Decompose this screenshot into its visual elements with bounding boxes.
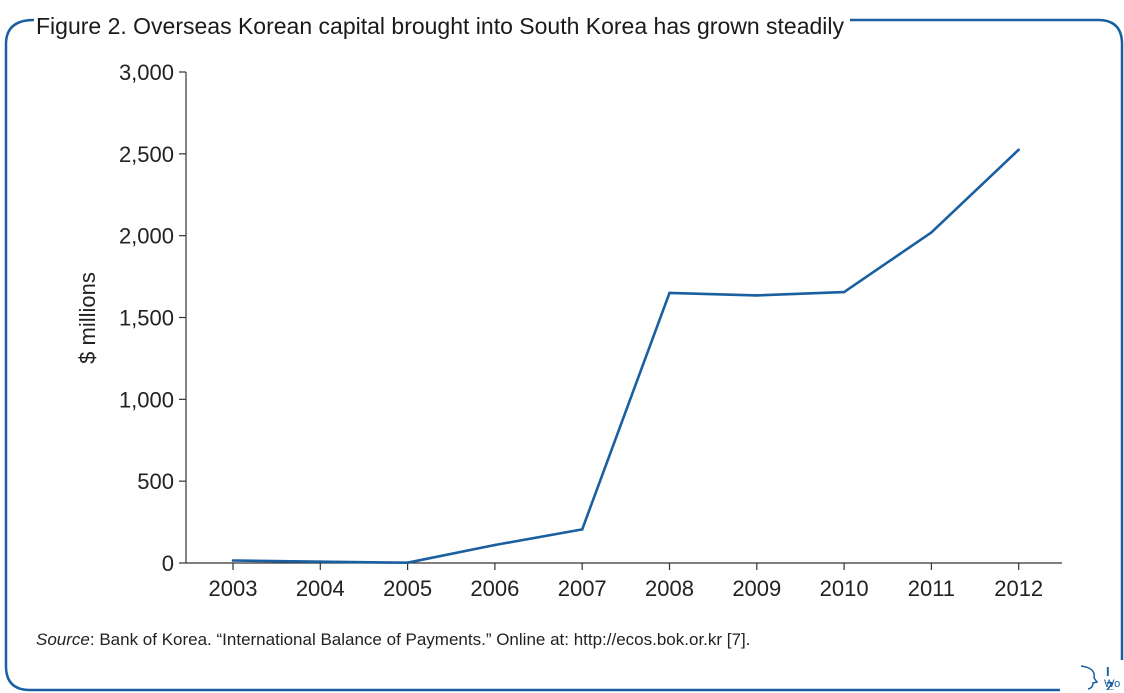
logo-subtext: World of Labor [1104,678,1120,690]
y-tick-label: 1,500 [119,306,174,331]
series-line [232,148,1020,565]
data-point [930,231,933,234]
data-point [406,561,409,564]
x-tick-label: 2004 [296,576,345,601]
x-tick-label: 2008 [645,576,694,601]
data-point [231,559,235,562]
iza-logo: I Z A World of Labor [1078,664,1120,690]
data-point [755,294,759,297]
y-axis: 0 500 1,000 1,500 2,000 2,500 3,000 [119,60,187,576]
y-tick-label: 1,000 [119,387,174,412]
logo-text: I Z A [1106,664,1117,690]
y-axis-title: $ millions [75,272,100,364]
x-tick-label: 2009 [732,576,781,601]
x-tick-label: 2005 [383,576,432,601]
data-point [319,560,322,563]
x-tick-label: 2006 [470,576,519,601]
series-layer [231,148,1020,565]
source-label: Source [36,630,90,649]
data-point [1017,148,1020,152]
figure-title: Figure 2. Overseas Korean capital brough… [34,12,851,40]
source-note: Source: Bank of Korea. “International Ba… [36,630,750,650]
x-tick-label: 2010 [820,576,869,601]
iza-head-icon [1080,665,1099,690]
x-axis: 2003 2004 2005 2006 2007 2008 2009 2010 2011 2012 [186,562,1062,601]
y-tick-label: 0 [162,551,174,576]
x-tick-label: 2003 [209,576,258,601]
data-point [842,290,846,294]
y-tick-label: 2,500 [119,142,174,167]
data-point [493,543,497,547]
y-tick-label: 500 [137,469,174,494]
x-tick-label: 2011 [908,576,955,601]
frame-border [4,18,1124,692]
x-tick-label: 2012 [994,576,1043,601]
y-tick-label: 2,000 [119,224,174,249]
data-point [668,291,671,295]
source-text: : Bank of Korea. “International Balance … [89,630,751,649]
x-tick-label: 2007 [558,576,607,601]
y-tick-label: 3,000 [119,60,174,85]
data-point [580,528,584,531]
